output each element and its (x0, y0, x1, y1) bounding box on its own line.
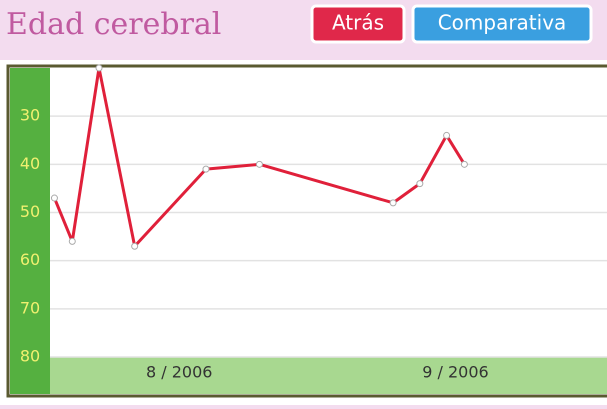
data-point (255, 160, 263, 168)
data-point (443, 131, 451, 139)
chart-bg (0, 60, 607, 405)
data-line (53, 66, 466, 248)
data-point (416, 180, 424, 188)
y-tick-label: 50 (20, 202, 40, 221)
x-tick-label: 8 / 2006 (146, 363, 212, 382)
y-axis-strip (10, 68, 50, 394)
y-tick-label: 70 (20, 298, 40, 317)
x-tick-label: 9 / 2006 (422, 363, 488, 382)
back-button[interactable] (310, 4, 406, 44)
compare-button-label[interactable]: Comparativa (438, 11, 567, 35)
data-point (202, 165, 210, 173)
x-axis-strip (50, 357, 607, 394)
data-point (131, 242, 139, 250)
title: Edad cerebral (6, 7, 221, 42)
data-point (50, 194, 58, 202)
y-tick-label: 80 (20, 347, 40, 366)
data-point (95, 64, 103, 72)
data-point (68, 237, 76, 245)
data-point (460, 160, 468, 168)
compare-button[interactable] (411, 4, 593, 44)
back-button-label[interactable]: Atrás (332, 11, 384, 35)
y-tick-label: 30 (20, 106, 40, 125)
y-tick-label: 60 (20, 250, 40, 269)
chart-frame (6, 64, 607, 398)
data-point (389, 199, 397, 207)
y-tick-label: 40 (20, 154, 40, 173)
